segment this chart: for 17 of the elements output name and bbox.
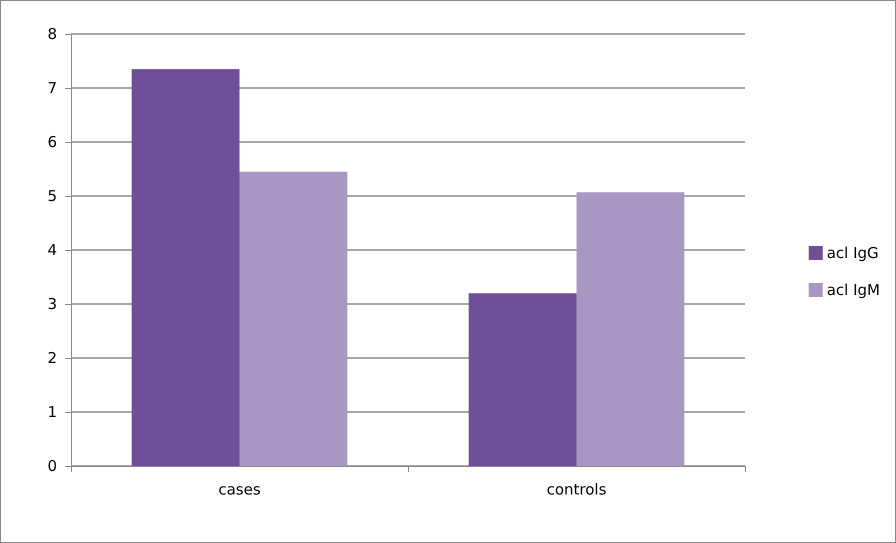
- y-tick-label: 6: [47, 133, 57, 151]
- legend-label: acl IgM: [826, 281, 880, 299]
- y-tick-label: 0: [47, 457, 57, 475]
- y-tick-label: 1: [47, 403, 57, 421]
- y-tick-label: 7: [47, 79, 57, 97]
- x-tick-label: cases: [218, 480, 261, 498]
- bar: [468, 293, 576, 466]
- legend-label: acl IgG: [826, 244, 879, 262]
- y-tick-label: 8: [47, 25, 57, 43]
- y-tick-label: 4: [47, 241, 57, 259]
- bar: [576, 192, 684, 466]
- bar: [240, 172, 348, 466]
- bar: [132, 69, 240, 466]
- y-tick-label: 3: [47, 295, 57, 313]
- x-tick-label: controls: [546, 480, 607, 498]
- y-tick-label: 5: [47, 187, 57, 205]
- y-tick-label: 2: [47, 349, 57, 367]
